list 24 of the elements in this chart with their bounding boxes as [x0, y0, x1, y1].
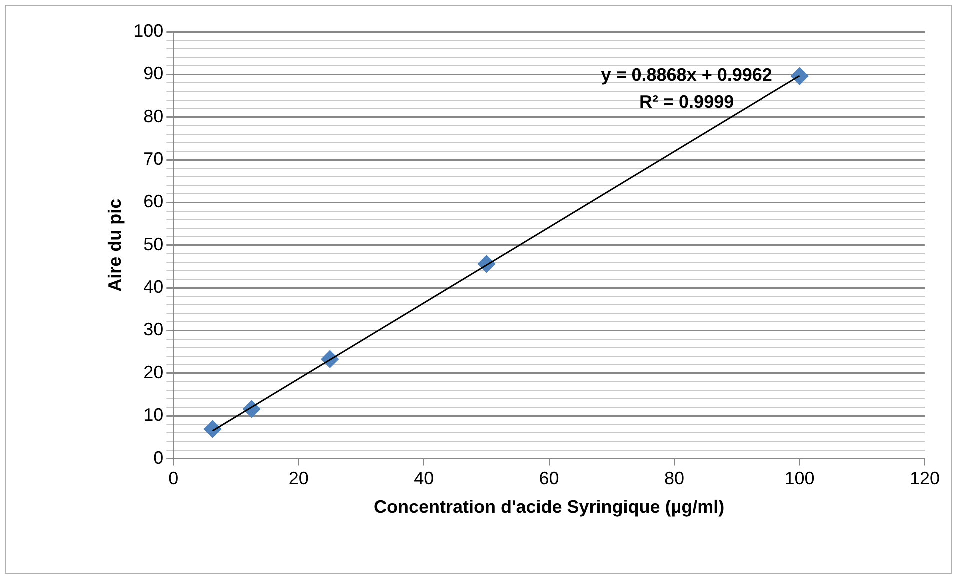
x-tick-label: 40 [414, 468, 434, 489]
y-tick-label: 70 [144, 149, 164, 170]
x-axis-title: Concentration d'acide Syringique (µg/ml) [374, 497, 725, 518]
y-axis-title: Aire du pic [104, 198, 125, 292]
annotation: y = 0.8868x + 0.9962 [601, 64, 772, 85]
y-tick-label: 40 [144, 277, 164, 298]
x-tick-label: 80 [664, 468, 685, 489]
y-tick-label: 80 [144, 106, 164, 126]
x-tick-label: 120 [910, 468, 940, 489]
y-tick-label: 60 [144, 192, 164, 212]
y-tick-label: 0 [154, 448, 164, 468]
point [791, 68, 809, 86]
y-tick-label: 30 [144, 320, 164, 340]
y-tick-label: 20 [144, 362, 164, 382]
y-tick-label: 50 [144, 234, 164, 254]
point [204, 420, 222, 438]
y-tick-label: 100 [134, 20, 164, 41]
x-tick-label: 0 [168, 468, 179, 489]
x-tick-label: 20 [288, 468, 309, 489]
y-tick-label: 90 [144, 64, 164, 84]
x-tick-label: 100 [784, 468, 815, 489]
x-tick-label: 60 [539, 468, 560, 489]
annotation: R² = 0.9999 [640, 92, 734, 112]
y-tick-label: 10 [144, 405, 164, 426]
